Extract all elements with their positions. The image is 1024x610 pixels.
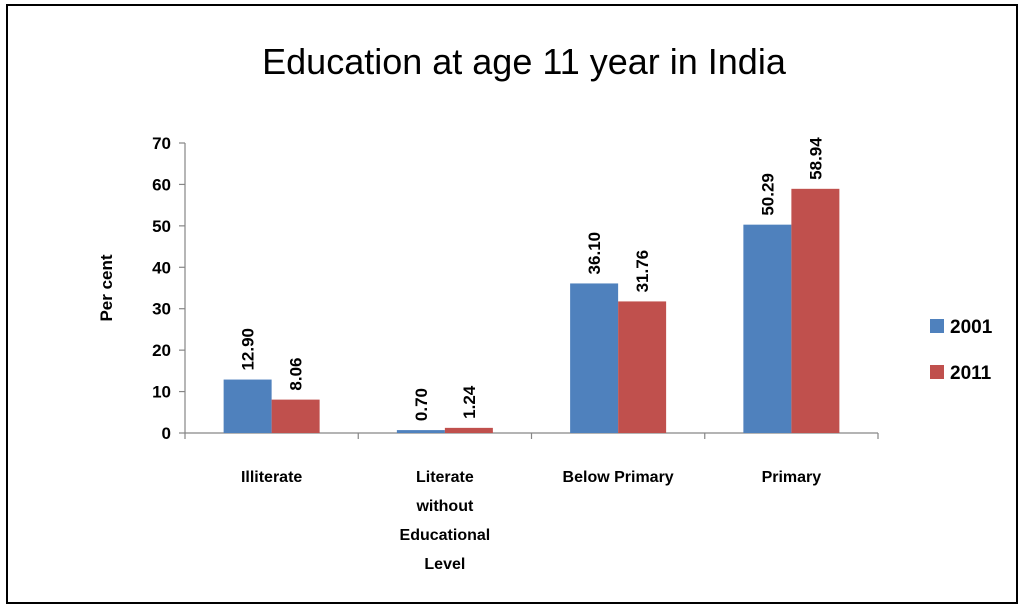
legend-label: 2011	[950, 363, 992, 384]
bar-2001-2	[570, 283, 619, 433]
chart-title: Education at age 11 year in India	[262, 41, 787, 82]
plot-area: Per cent 0 10 20 30 40 50 60 70 Illiterate 12.90 8.…	[97, 134, 879, 573]
data-label: 1.24	[460, 385, 479, 419]
legend: 2001 2011	[930, 317, 993, 384]
data-label: 0.70	[412, 388, 431, 421]
x-category-label: Primary	[762, 469, 822, 486]
legend-swatch	[930, 319, 944, 333]
bar-2001-3	[743, 224, 792, 433]
data-label: 31.76	[633, 250, 652, 293]
bar-2001-1	[396, 430, 445, 433]
y-tick-label: 20	[152, 341, 171, 360]
y-tick-label: 30	[152, 300, 171, 319]
y-axis-label: Per cent	[97, 254, 116, 321]
y-tick-label: 40	[152, 258, 171, 277]
bar-2001-0	[223, 379, 272, 433]
y-tick-label: 10	[152, 383, 171, 402]
y-tick-label: 50	[152, 217, 171, 236]
x-category-label: Illiterate	[241, 469, 302, 486]
bar-chart: Education at age 11 year in India Per ce…	[97, 41, 993, 573]
bar-2011-1	[444, 427, 493, 433]
data-label: 8.06	[287, 358, 306, 391]
y-tick-label: 70	[152, 134, 171, 153]
bar-2011-0	[271, 399, 320, 433]
data-label: 36.10	[585, 232, 604, 275]
legend-swatch	[930, 365, 944, 379]
data-label: 50.29	[758, 173, 777, 216]
bar-2011-3	[791, 188, 840, 433]
data-label: 12.90	[239, 328, 258, 371]
data-label: 58.94	[806, 137, 825, 180]
x-category-label: Below Primary	[563, 469, 674, 486]
chart-frame: Education at age 11 year in India Per ce…	[6, 4, 1018, 604]
y-tick-label: 60	[152, 175, 171, 194]
legend-label: 2001	[950, 317, 993, 338]
x-category-label: Literate without Educational Level	[400, 469, 491, 573]
y-tick-label: 0	[162, 424, 171, 443]
bar-2011-2	[618, 301, 667, 433]
